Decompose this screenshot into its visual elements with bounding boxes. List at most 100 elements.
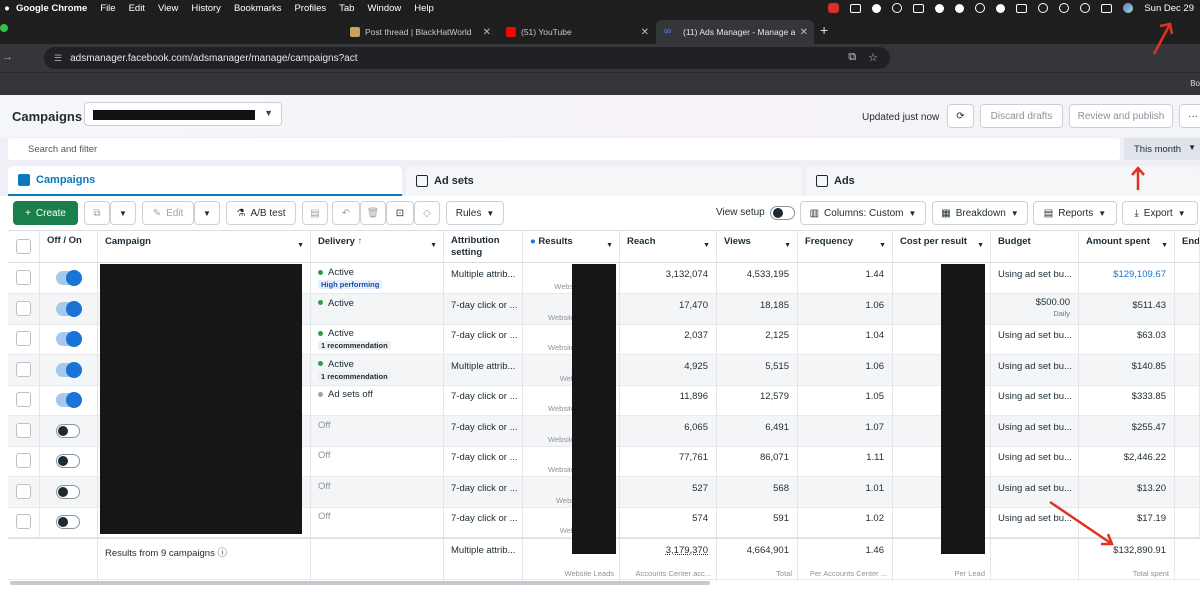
view-setup-toggle[interactable] xyxy=(770,206,795,220)
refresh-button[interactable]: ⟳ xyxy=(947,104,974,128)
tab-campaigns[interactable]: Campaigns xyxy=(8,166,402,196)
glasses-icon[interactable] xyxy=(850,3,862,13)
edit-dropdown[interactable]: ▼ xyxy=(194,201,220,225)
search-filter-input[interactable]: Search and filter xyxy=(8,138,1120,160)
check-circle-icon[interactable] xyxy=(935,3,945,13)
campaign-name-cell[interactable] xyxy=(98,324,311,355)
col-off-on[interactable]: Off / On xyxy=(40,231,98,263)
row-checkbox[interactable] xyxy=(16,300,31,316)
menu-edit[interactable]: Edit xyxy=(128,2,145,14)
menu-file[interactable]: File xyxy=(100,2,116,14)
info-icon[interactable]: ⓘ xyxy=(217,548,227,559)
duplicate-dropdown[interactable]: ▼ xyxy=(110,201,136,225)
menu-history[interactable]: History xyxy=(191,2,221,14)
amount-spent-cell[interactable]: $129,109.67 xyxy=(1079,263,1175,294)
install-app-icon[interactable]: ⧉ xyxy=(848,51,857,63)
campaign-toggle[interactable] xyxy=(56,454,80,468)
create-button[interactable]: + Create xyxy=(13,201,78,225)
bookmark-item[interactable]: Bo xyxy=(1190,79,1200,88)
campaign-toggle[interactable] xyxy=(56,270,82,286)
campaign-toggle[interactable] xyxy=(56,300,82,317)
tab-ad-sets[interactable]: Ad sets xyxy=(406,166,802,196)
col-budget[interactable]: Budget xyxy=(991,231,1079,263)
rules-button[interactable]: Rules ▼ xyxy=(446,201,504,225)
address-bar[interactable]: ☰ adsmanager.facebook.com/adsmanager/man… xyxy=(44,47,890,69)
control-center-icon[interactable] xyxy=(1101,3,1113,13)
menu-help[interactable]: Help xyxy=(414,2,434,14)
export-button[interactable]: ⤓ Export ▼ xyxy=(1122,201,1198,225)
col-results[interactable]: ● Results ▼ xyxy=(523,231,620,263)
campaign-name-cell[interactable] xyxy=(98,446,311,477)
menu-window[interactable]: Window xyxy=(367,2,402,14)
col-delivery[interactable]: Delivery ↑ ▼ xyxy=(311,231,444,263)
col-attribution[interactable]: Attribution setting xyxy=(444,231,523,263)
menubar-clock[interactable]: Sun Dec 29 xyxy=(1144,2,1194,14)
row-checkbox[interactable] xyxy=(16,483,31,499)
more-options-button[interactable]: ··· xyxy=(1179,104,1200,128)
duplicate-button[interactable]: ⧉ xyxy=(84,201,110,225)
send-icon[interactable] xyxy=(955,3,965,13)
campaign-name-cell[interactable] xyxy=(98,354,311,386)
discard-drafts-button[interactable]: Discard drafts xyxy=(980,104,1063,128)
menu-profiles[interactable]: Profiles xyxy=(294,2,327,14)
new-tab-icon[interactable]: + xyxy=(820,22,829,38)
delivery-badge[interactable]: 1 recommendation xyxy=(318,341,391,350)
bookmark-star-icon[interactable]: ☆ xyxy=(868,52,878,64)
row-checkbox[interactable] xyxy=(16,331,31,346)
campaign-name-cell[interactable] xyxy=(98,293,311,325)
forward-arrow-icon[interactable]: → xyxy=(2,51,13,63)
summary-reach-value[interactable]: 3,179,370 xyxy=(665,545,708,556)
campaign-name-cell[interactable] xyxy=(98,385,311,416)
bluetooth-icon[interactable] xyxy=(1038,3,1049,13)
col-amount-spent[interactable]: Amount spent ▼ xyxy=(1079,231,1175,263)
tag-button[interactable]: ◇ xyxy=(414,201,440,225)
row-checkbox[interactable] xyxy=(16,514,31,529)
col-cost-per-result[interactable]: Cost per result ▼ xyxy=(893,231,991,263)
layers-icon[interactable] xyxy=(913,3,925,13)
menu-view[interactable]: View xyxy=(157,2,179,14)
review-publish-button[interactable]: Review and publish xyxy=(1069,104,1173,128)
close-tab-icon[interactable]: ✕ xyxy=(799,26,808,38)
horizontal-scrollbar[interactable] xyxy=(10,581,710,585)
window-zoom-button[interactable] xyxy=(0,24,8,32)
reports-button[interactable]: ▤ Reports ▼ xyxy=(1033,201,1117,225)
menu-app-name[interactable]: Google Chrome xyxy=(16,2,88,14)
col-campaign[interactable]: Campaign ▼ xyxy=(98,231,311,263)
siri-icon[interactable] xyxy=(1123,3,1134,13)
campaign-name-cell[interactable] xyxy=(98,263,311,294)
close-tab-icon[interactable]: ✕ xyxy=(640,26,649,38)
battery-icon[interactable] xyxy=(1016,3,1028,13)
row-checkbox[interactable] xyxy=(16,453,31,468)
campaign-name-cell[interactable] xyxy=(98,476,311,508)
col-views[interactable]: Views ▼ xyxy=(717,231,798,263)
tab-ads-manager[interactable]: ∞ (11) Ads Manager - Manage a ✕ xyxy=(656,20,814,44)
delivery-badge[interactable]: High performing xyxy=(318,280,383,289)
row-checkbox[interactable] xyxy=(16,422,31,438)
clock-icon[interactable] xyxy=(975,3,986,13)
app-icon[interactable] xyxy=(996,3,1006,13)
menu-tab[interactable]: Tab xyxy=(339,2,355,14)
tab-blackhatworld[interactable]: Post thread | BlackHatWorld ✕ xyxy=(342,20,497,44)
col-end[interactable]: End xyxy=(1175,231,1200,263)
wifi-icon[interactable] xyxy=(1059,3,1070,13)
campaign-toggle[interactable] xyxy=(56,392,82,408)
row-checkbox[interactable] xyxy=(16,392,31,407)
delete-button[interactable]: 🗑 xyxy=(360,201,386,225)
campaign-toggle[interactable] xyxy=(56,331,82,347)
delivery-badge[interactable]: 1 recommendation xyxy=(318,371,391,381)
campaign-toggle[interactable] xyxy=(56,484,80,499)
row-checkbox[interactable] xyxy=(16,270,31,285)
row-checkbox[interactable] xyxy=(16,361,31,377)
breakdown-button[interactable]: ▦ Breakdown ▼ xyxy=(932,201,1028,225)
sun-icon[interactable] xyxy=(872,3,882,13)
campaign-toggle[interactable] xyxy=(56,515,80,529)
preview-button[interactable]: ⊡ xyxy=(386,201,414,225)
col-reach[interactable]: Reach ▼ xyxy=(620,231,717,263)
select-all-checkbox[interactable] xyxy=(16,239,31,254)
menu-bookmarks[interactable]: Bookmarks xyxy=(233,2,282,14)
ab-test-button[interactable]: ⚗ A/B test xyxy=(226,201,296,225)
columns-button[interactable]: ▥ Columns: Custom ▼ xyxy=(800,201,926,225)
notification-app-icon[interactable] xyxy=(828,3,840,13)
clipboard-button[interactable]: ▤ xyxy=(302,201,328,225)
campaign-toggle[interactable] xyxy=(56,423,80,438)
